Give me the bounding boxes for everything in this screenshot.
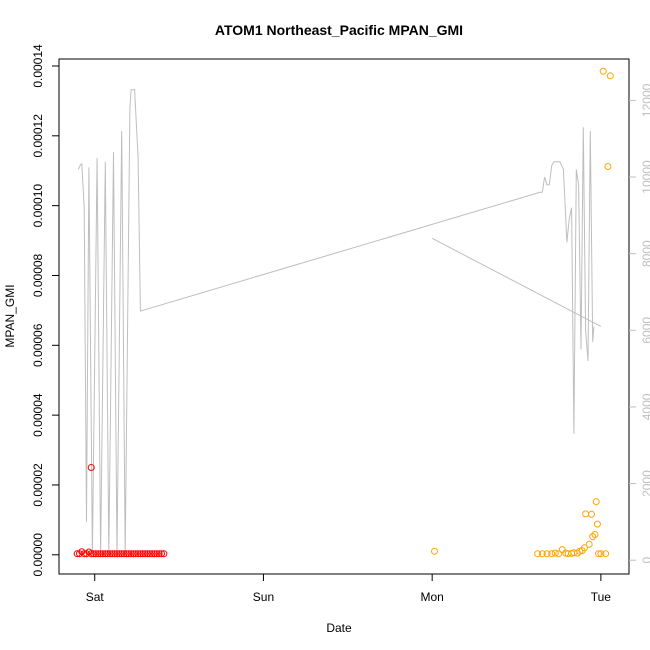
data-point [132,550,140,558]
data-point [538,550,546,558]
x-tick-label: Tue [591,590,612,604]
data-point [534,550,542,558]
data-point [555,550,563,558]
data-point [543,550,551,558]
y-tick-label: 0.00010 [31,184,45,228]
y2-tick-label: 8000 [640,240,650,267]
data-point [551,549,559,557]
data-point [604,163,612,170]
data-point [602,550,610,558]
data-point [160,550,168,558]
altitude-line-segment [431,237,602,327]
data-point [155,550,163,558]
data-point [90,550,98,558]
data-point [151,550,158,558]
data-point [115,550,123,558]
y2-tick-label: 6000 [640,317,650,344]
data-point [80,550,88,558]
data-point [108,550,116,558]
data-point [582,510,590,518]
data-point [558,546,566,554]
data-point [581,544,588,552]
y2-axis: 0 2000 4000 6000 8000 10000 12000 [629,83,650,564]
data-point [431,547,438,555]
altitude-line-series [77,89,602,555]
data-point [129,550,137,558]
data-point [94,550,102,558]
data-point [134,550,142,558]
x-tick-label: Mon [420,590,443,604]
data-point [585,540,593,548]
y2-tick-label: 12000 [640,83,650,117]
data-point [87,550,95,558]
data-point [127,550,135,558]
data-point [588,510,595,518]
y-tick-label: 0.00000 [31,533,45,577]
data-point [92,550,100,558]
data-point [595,550,602,558]
data-point [548,550,556,558]
data-point [101,550,109,558]
data-point [118,550,126,558]
data-point [148,550,156,558]
data-point [589,533,597,541]
y-tick-label: 0.00004 [31,393,45,437]
x-tick-label: Sat [86,590,105,604]
data-point [141,550,149,558]
data-point [139,550,147,558]
y-axis: 0.00000 0.00002 0.00004 0.00006 0.00008 0.000… [31,44,59,577]
data-point [73,550,81,558]
y-axis-label: MPAN_GMI [3,284,17,347]
data-point [87,464,95,471]
y-tick-label: 0.00014 [31,44,45,88]
data-point [111,550,119,558]
data-point [592,498,600,506]
y2-tick-label: 4000 [640,393,650,420]
data-point [104,550,112,558]
data-points [73,67,614,558]
data-point [113,550,121,558]
data-point [99,550,107,558]
chart-title: ATOM1 Northeast_Pacific MPAN_GMI [215,22,463,38]
data-point [122,550,130,558]
data-point [146,550,154,558]
y2-tick-label: 10000 [640,160,650,194]
data-point [158,550,165,558]
y2-tick-label: 2000 [640,470,650,497]
altitude-line [77,89,595,555]
data-point [144,550,151,558]
data-point [591,531,599,538]
x-axis: Sat Sun Mon Tue [86,573,612,604]
data-point [76,550,83,558]
data-point [597,550,605,558]
y-tick-label: 0.00002 [31,463,45,507]
y-tick-label: 0.00008 [31,253,45,297]
x-axis-label: Date [326,621,352,635]
data-point [136,550,144,558]
data-point [125,550,133,558]
y-tick-label: 0.00006 [31,323,45,367]
data-point [593,520,601,528]
y-tick-label: 0.00012 [31,114,45,158]
y2-tick-label: 0 [640,557,650,564]
data-point [120,550,128,558]
data-point [606,72,614,80]
data-point [153,550,161,558]
data-point [97,550,105,558]
data-point [599,67,607,75]
data-point [106,550,114,558]
x-tick-label: Sun [253,590,274,604]
plot-frame [58,58,630,575]
